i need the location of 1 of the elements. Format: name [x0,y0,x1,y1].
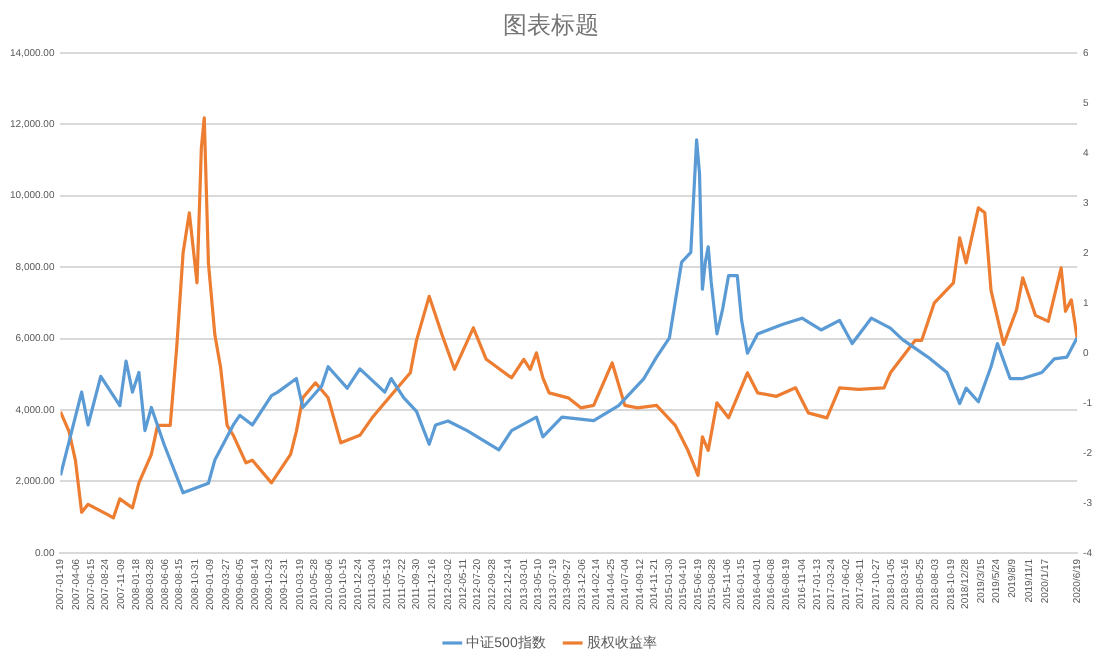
chart-title: 图表标题 [503,10,599,39]
